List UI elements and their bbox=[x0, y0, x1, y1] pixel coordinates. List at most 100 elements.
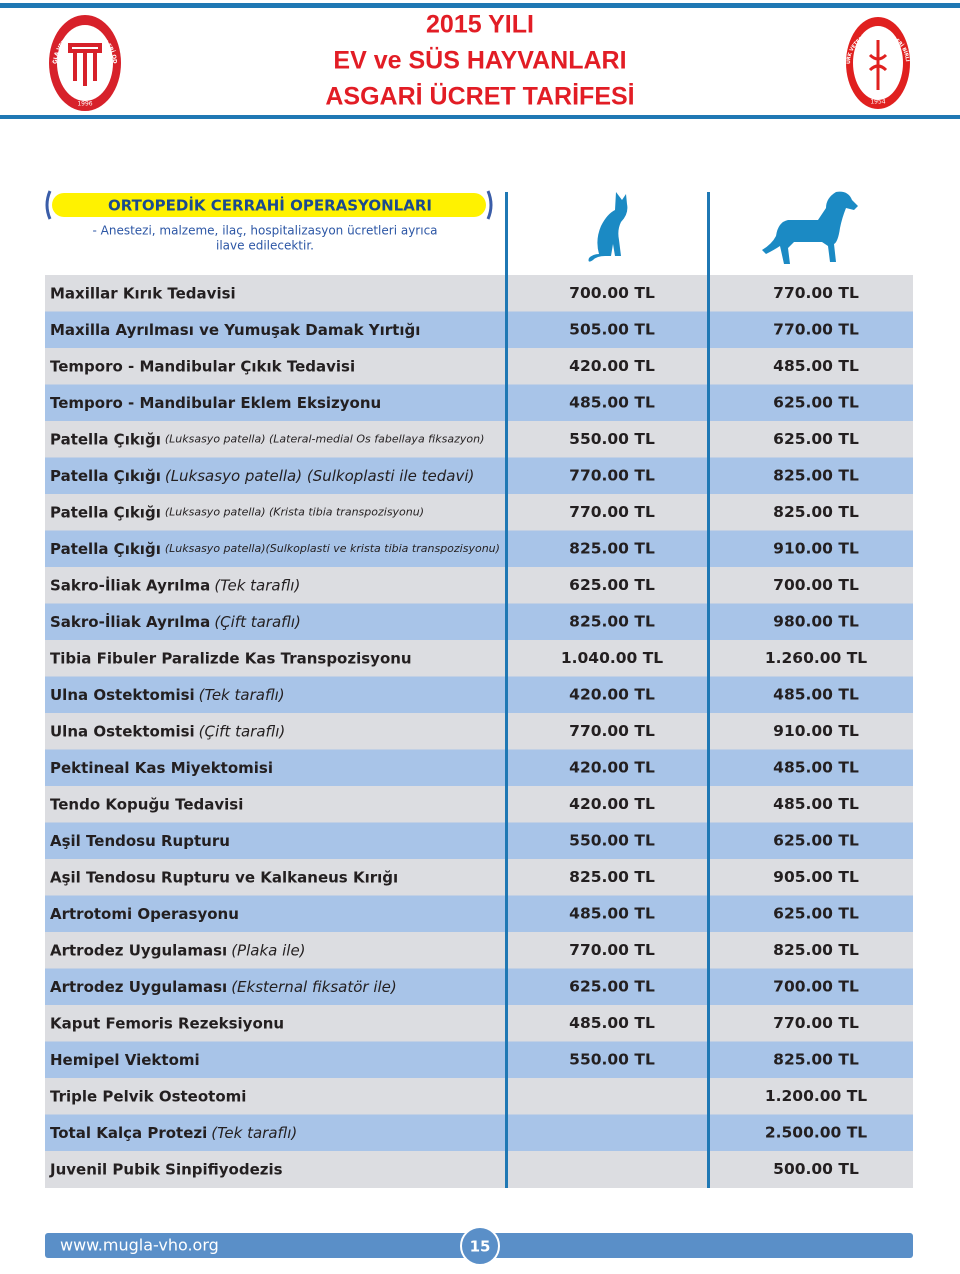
procedure-name: Artrotomi Operasyonu bbox=[50, 904, 239, 922]
cat-price: 1.040.00 TL bbox=[561, 649, 663, 667]
row-label: Ulna Ostektomisi (Çift taraflı) bbox=[50, 722, 285, 740]
row-label: Pektineal Kas Miyektomisi bbox=[50, 758, 273, 776]
procedure-name: Artrodez Uygulaması bbox=[50, 941, 227, 959]
row-label: Triple Pelvik Osteotomi bbox=[50, 1087, 246, 1105]
procedure-name: Aşil Tendosu Rupturu bbox=[50, 831, 230, 849]
row-label: Tibia Fibuler Paralizde Kas Transpozisyo… bbox=[50, 649, 412, 667]
dog-price: 625.00 TL bbox=[773, 904, 859, 922]
row-bg bbox=[45, 786, 913, 823]
procedure-detail: (Plaka ile) bbox=[231, 941, 305, 959]
dog-price: 500.00 TL bbox=[773, 1160, 859, 1178]
dog-price: 1.260.00 TL bbox=[765, 649, 867, 667]
procedure-detail: (Luksasyo patella) (Lateral-medial Os fa… bbox=[165, 432, 485, 445]
row-label: Maxillar Kırık Tedavisi bbox=[50, 284, 236, 302]
procedure-detail: (Tek taraflı) bbox=[211, 1123, 297, 1141]
cat-price: 825.00 TL bbox=[569, 612, 655, 630]
cat-price: 485.00 TL bbox=[569, 904, 655, 922]
cat-price: 420.00 TL bbox=[569, 795, 655, 813]
section-note: - Anestezi, malzeme, ilaç, hospitalizasy… bbox=[92, 224, 437, 238]
cat-price: 825.00 TL bbox=[569, 868, 655, 886]
procedure-name: Kaput Femoris Rezeksiyonu bbox=[50, 1014, 284, 1032]
row-bg bbox=[45, 421, 913, 458]
dog-price: 625.00 TL bbox=[773, 430, 859, 448]
dog-price: 700.00 TL bbox=[773, 576, 859, 594]
row-bg bbox=[45, 895, 913, 933]
title-line: ASGARİ ÜCRET TARİFESİ bbox=[325, 82, 634, 111]
top-line bbox=[0, 3, 960, 8]
row-bg bbox=[45, 348, 913, 385]
procedure-name: Temporo - Mandibular Çıkık Tedavisi bbox=[50, 357, 355, 375]
row-bg bbox=[45, 713, 913, 750]
row-bg bbox=[45, 1005, 913, 1042]
procedure-name: Aşil Tendosu Rupturu ve Kalkaneus Kırığı bbox=[50, 868, 398, 886]
row-label: Artrotomi Operasyonu bbox=[50, 904, 239, 922]
row-bg bbox=[45, 457, 913, 495]
row-label: Ulna Ostektomisi (Tek taraflı) bbox=[50, 685, 285, 703]
section-title: ORTOPEDİK CERRAHİ OPERASYONLARI bbox=[108, 196, 432, 215]
dog-price: 825.00 TL bbox=[773, 466, 859, 484]
procedure-detail: (Çift taraflı) bbox=[214, 612, 301, 630]
row-label: Patella Çıkığı (Luksasyo patella) (Sulkop… bbox=[50, 466, 474, 484]
row-bg bbox=[45, 932, 913, 969]
logo-year: 1996 bbox=[77, 101, 92, 108]
dog-price: 625.00 TL bbox=[773, 831, 859, 849]
row-label: Sakro-İliak Ayrılma (Tek taraflı) bbox=[50, 575, 300, 594]
procedure-name: Patella Çıkığı bbox=[50, 466, 161, 484]
dog-icon bbox=[762, 191, 858, 264]
dog-price: 1.200.00 TL bbox=[765, 1087, 867, 1105]
procedure-detail: (Luksasyo patella) (Krista tibia transpo… bbox=[165, 505, 424, 518]
row-bg bbox=[45, 859, 913, 896]
procedure-name: Maxillar Kırık Tedavisi bbox=[50, 284, 236, 302]
cat-price: 770.00 TL bbox=[569, 941, 655, 959]
section-note: ilave edilecektir. bbox=[216, 239, 314, 253]
row-label: Temporo - Mandibular Eklem Eksizyonu bbox=[50, 393, 381, 411]
procedure-name: Patella Çıkığı bbox=[50, 539, 161, 557]
row-label: Artrodez Uygulaması (Plaka ile) bbox=[50, 941, 306, 959]
row-label: Tendo Kopuğu Tedavisi bbox=[50, 795, 243, 813]
procedure-name: Ulna Ostektomisi bbox=[50, 685, 195, 703]
cat-price: 550.00 TL bbox=[569, 1050, 655, 1068]
header-line bbox=[0, 115, 960, 119]
cat-price: 485.00 TL bbox=[569, 1014, 655, 1032]
procedure-detail: (Çift taraflı) bbox=[199, 722, 286, 740]
dog-price: 485.00 TL bbox=[773, 795, 859, 813]
cat-price: 825.00 TL bbox=[569, 539, 655, 557]
row-bg bbox=[45, 311, 913, 349]
row-bg bbox=[45, 1078, 913, 1115]
dog-price: 770.00 TL bbox=[773, 320, 859, 338]
row-label: Patella Çıkığı (Luksasyo patella) (Latera… bbox=[50, 430, 484, 448]
row-label: Temporo - Mandibular Çıkık Tedavisi bbox=[50, 357, 355, 375]
row-bg bbox=[45, 968, 913, 1006]
cat-price: 505.00 TL bbox=[569, 320, 655, 338]
row-label: Aşil Tendosu Rupturu bbox=[50, 831, 230, 849]
procedure-name: Ulna Ostektomisi bbox=[50, 722, 195, 740]
procedure-detail: (Tek taraflı) bbox=[199, 685, 285, 703]
row-label: Sakro-İliak Ayrılma (Çift taraflı) bbox=[50, 611, 301, 630]
procedure-detail: (Tek taraflı) bbox=[214, 576, 300, 594]
dog-price: 485.00 TL bbox=[773, 685, 859, 703]
cat-icon bbox=[588, 192, 628, 262]
procedure-name: Total Kalça Protezi bbox=[50, 1123, 207, 1141]
procedure-name: Patella Çıkığı bbox=[50, 503, 161, 521]
row-bg bbox=[45, 494, 913, 531]
row-label: Aşil Tendosu Rupturu ve Kalkaneus Kırığı bbox=[50, 868, 398, 886]
row-label: Maxilla Ayrılması ve Yumuşak Damak Yırtı… bbox=[50, 320, 420, 338]
row-label: Juvenil Pubik Sinpifiyodezis bbox=[49, 1160, 283, 1178]
dog-price: 770.00 TL bbox=[773, 284, 859, 302]
procedure-name: Pektineal Kas Miyektomisi bbox=[50, 758, 273, 776]
procedure-name: Artrodez Uygulaması bbox=[50, 977, 227, 995]
procedure-name: Sakro-İliak Ayrılma bbox=[50, 575, 210, 594]
page-number: 15 bbox=[470, 1238, 491, 1256]
procedure-name: Temporo - Mandibular Eklem Eksizyonu bbox=[50, 393, 381, 411]
procedure-name: Tendo Kopuğu Tedavisi bbox=[50, 795, 243, 813]
dog-price: 910.00 TL bbox=[773, 722, 859, 740]
cat-price: 550.00 TL bbox=[569, 831, 655, 849]
title-line: 2015 YILI bbox=[426, 11, 534, 39]
cat-price: 700.00 TL bbox=[569, 284, 655, 302]
row-bg bbox=[45, 640, 913, 677]
dog-price: 910.00 TL bbox=[773, 539, 859, 557]
dog-price: 625.00 TL bbox=[773, 393, 859, 411]
row-bg bbox=[45, 1114, 913, 1152]
procedure-detail: (Eksternal fiksatör ile) bbox=[231, 977, 397, 995]
procedure-name: Hemipel Viektomi bbox=[50, 1050, 200, 1068]
